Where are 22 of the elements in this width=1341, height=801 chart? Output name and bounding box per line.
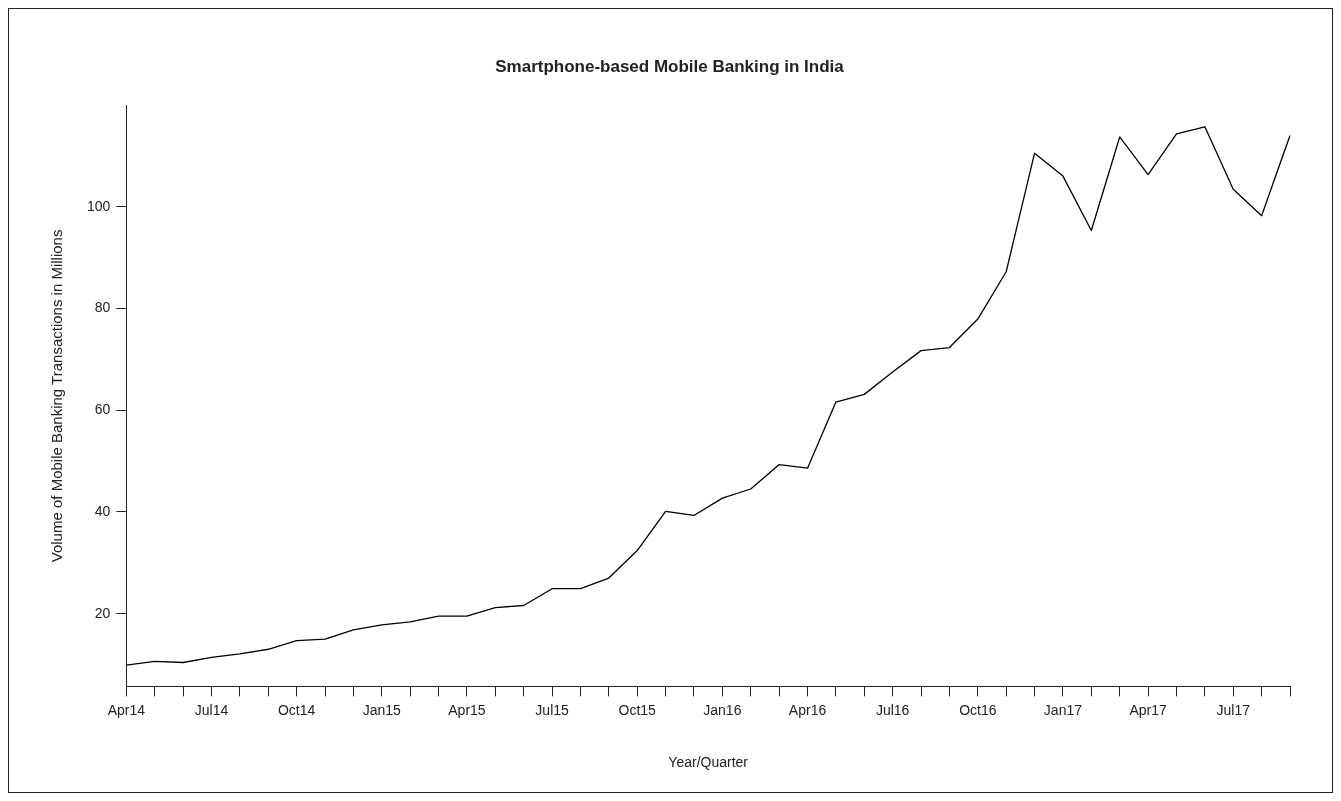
x-tick-label: Apr15 [448,701,486,718]
x-tick-label: Oct14 [277,701,316,718]
x-tick-label: Oct16 [959,701,997,718]
x-tick-label: Apr16 [788,701,827,718]
chart-title: Smartphone-based Mobile Banking in India [495,56,845,76]
x-tick-label: Jul14 [194,701,229,718]
x-tick-label: Jan17 [1043,701,1083,718]
x-tick-label: Apr14 [107,701,146,718]
y-tick-label: 100 [87,197,111,214]
y-tick-label: 80 [94,299,111,316]
x-axis-title: Year/Quarter [668,754,749,771]
x-tick-label: Jan15 [362,701,402,718]
x-tick-label: Oct15 [618,701,657,718]
x-tick-label: Jan16 [703,701,742,718]
x-tick-label: Apr17 [1129,701,1167,718]
x-tick-label: Jul17 [1216,701,1251,718]
y-axis-title: Volume of Mobile Banking Transactions in Millions [48,229,66,563]
y-tick-label: 40 [94,502,111,519]
y-tick-label: 60 [94,401,111,417]
y-tick-label: 20 [94,604,111,621]
x-tick-label: Jul16 [875,701,910,718]
x-tick-label: Jul15 [535,701,570,718]
